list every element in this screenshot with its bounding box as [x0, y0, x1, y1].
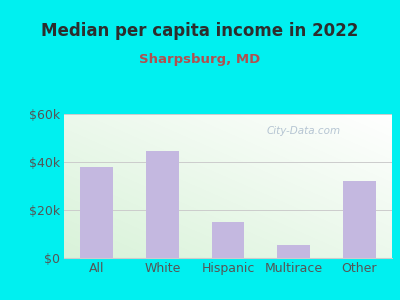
Text: City-Data.com: City-Data.com	[266, 126, 340, 136]
Bar	[146, 151, 179, 258]
Bar	[343, 181, 376, 258]
Bar	[212, 222, 244, 258]
Text: Sharpsburg, MD: Sharpsburg, MD	[139, 53, 261, 67]
Text: Median per capita income in 2022: Median per capita income in 2022	[41, 22, 359, 40]
Bar	[80, 167, 113, 258]
Bar	[277, 245, 310, 258]
